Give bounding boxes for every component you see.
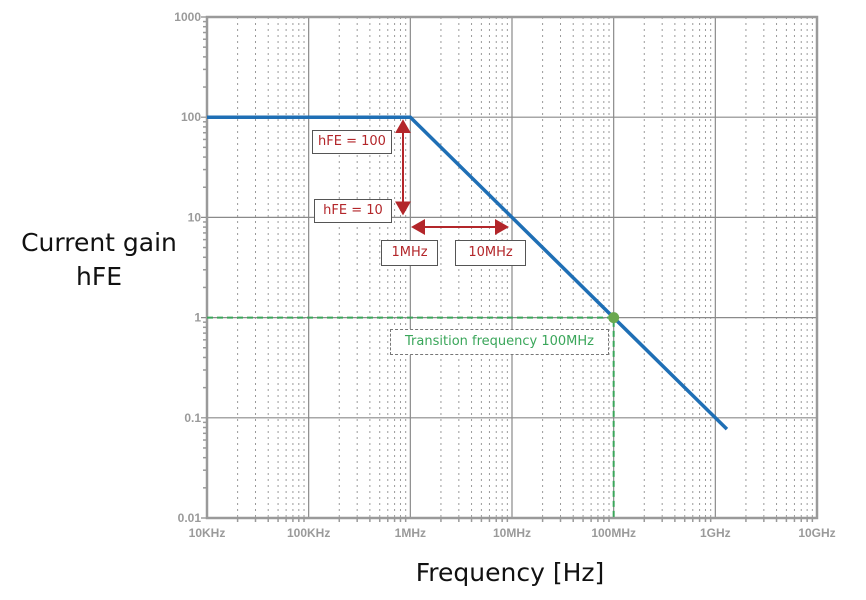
x-tick-label: 10MHz	[493, 526, 531, 540]
transition-dashed-guide	[207, 316, 615, 518]
annotation-1mhz: 1MHz	[381, 240, 438, 266]
y-axis-label-line2: hFE	[75, 262, 123, 291]
y-tick-label: 1000	[174, 10, 201, 24]
annotation-hfe-10: hFE = 10	[314, 199, 392, 223]
y-tick-label: 10	[188, 210, 202, 224]
hfe-curve	[207, 115, 729, 431]
x-axis-label: Frequency [Hz]	[415, 558, 605, 587]
annotation-10mhz: 10MHz	[455, 240, 526, 266]
x-tick-label: 1MHz	[395, 526, 426, 540]
x-tick-label: 100MHz	[591, 526, 636, 540]
y-axis-label: Current gain hFE	[14, 226, 184, 294]
x-tick-label: 10KHz	[189, 526, 226, 540]
x-tick-label: 1GHz	[700, 526, 731, 540]
y-tick-label: 1	[194, 311, 201, 325]
transition-point-marker	[608, 312, 620, 324]
y-tick-label: 0.01	[178, 511, 202, 525]
annotation-hfe-100: hFE = 100	[312, 130, 392, 154]
x-tick-label: 10GHz	[798, 526, 835, 540]
annotation-transition-frequency: Transition frequency 100MHz	[390, 329, 609, 355]
y-tick-label: 0.1	[184, 411, 201, 425]
y-axis-label-line1: Current gain	[21, 228, 177, 257]
x-tick-label: 100KHz	[287, 526, 330, 540]
plot-frame	[205, 15, 819, 520]
y-tick-label: 100	[181, 110, 201, 124]
